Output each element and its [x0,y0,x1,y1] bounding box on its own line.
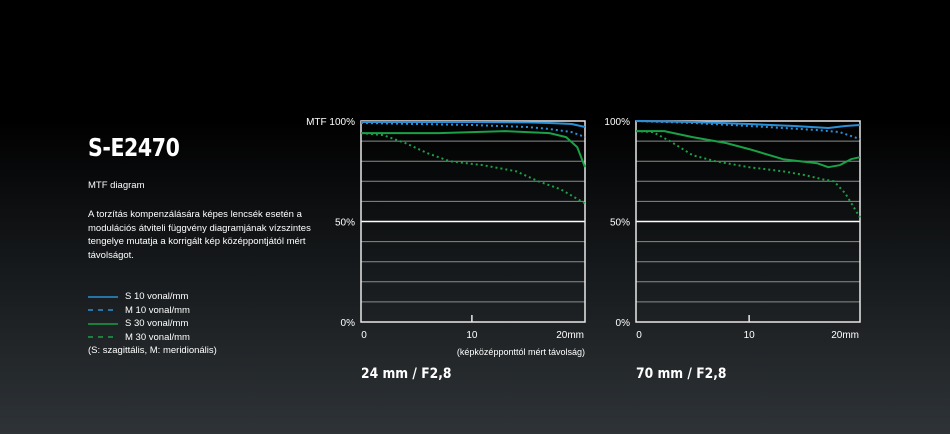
legend-swatch-solid-green [88,323,118,325]
x-tick-label: 0 [361,330,367,341]
legend-note: (S: szagittális, M: meridionális) [88,345,217,356]
mtf-chart-70mm: 100% 50% 0% 0 10 20mm [604,117,861,341]
legend-label: S 30 vonal/mm [125,318,189,329]
legend-label: M 10 vonal/mm [125,304,190,316]
series-line-m-30-vonal-mm [635,130,861,219]
series-line-s-10-vonal-mm [361,121,586,128]
mtf-chart-24mm: MTF 100% 50% 0% 0 10 20mm (képközépponttól mér… [306,117,586,357]
description: A torzítás kompenzálására képes lencsék … [88,209,311,261]
series-line-s-10-vonal-mm [635,120,861,129]
x-tick-label: 20mm [556,330,584,341]
series-line-s-30-vonal-mm [361,130,586,168]
x-axis-label: (képközépponttól mért távolság) [457,347,585,357]
model-title: S-E2470 [88,133,180,162]
legend-swatch-dashed-blue [88,309,118,311]
y-tick-label: MTF 100% [306,117,355,128]
series-line-m-30-vonal-mm [360,132,586,205]
plot-frame [635,120,861,323]
chart-caption-24mm: 24 mm / F2,8 [361,366,452,382]
x-tick-label: 20mm [831,330,859,341]
series-line-m-10-vonal-mm [360,122,586,139]
legend-swatch-dashed-green [88,336,118,338]
legend-item: M 30 vonal/mm [88,331,217,345]
y-tick-label: 0% [341,318,356,329]
legend-item: S 30 vonal/mm [88,317,217,331]
legend: S 10 vonal/mm M 10 vonal/mm S 30 vonal/m… [88,290,217,358]
legend-item: S 10 vonal/mm [88,290,217,304]
x-tick-label: 10 [466,330,478,341]
legend-swatch-solid-blue [88,296,118,298]
legend-label: M 30 vonal/mm [125,331,190,343]
y-tick-label: 0% [616,318,631,329]
legend-item: M 10 vonal/mm [88,304,217,318]
legend-label: S 10 vonal/mm [125,291,189,302]
x-tick-label: 0 [636,330,642,341]
chart-caption-70mm: 70 mm / F2,8 [636,366,727,382]
series-line-s-30-vonal-mm [636,130,861,169]
plot-frame [360,120,586,323]
y-tick-label: 100% [604,117,630,128]
y-tick-label: 50% [610,218,630,229]
subtitle: MTF diagram [88,180,145,191]
x-tick-label: 10 [744,330,756,341]
y-tick-label: 50% [335,218,355,229]
